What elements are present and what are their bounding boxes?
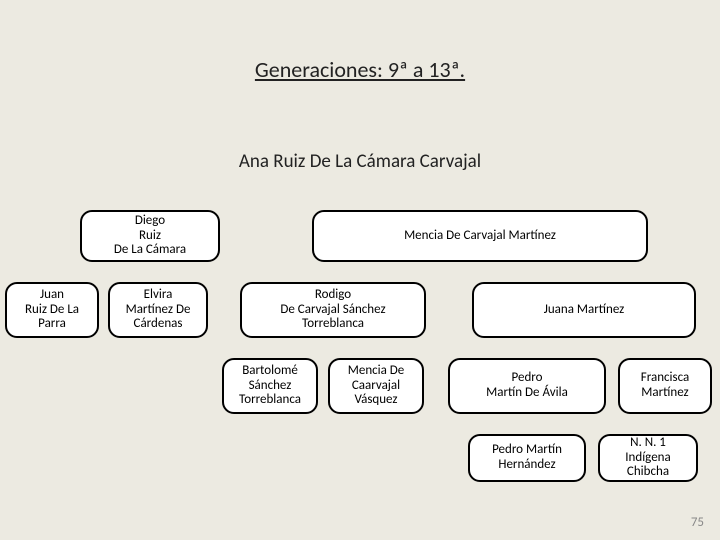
node-pedro1: PedroMartín De Ávila: [448, 358, 606, 414]
page-title: Generaciones: 9ª a 13ª.: [0, 56, 720, 83]
node-juana: Juana Martínez: [472, 282, 696, 338]
node-pedro2: Pedro MartínHernández: [468, 434, 586, 482]
node-francisca: FranciscaMartínez: [618, 358, 712, 414]
node-juan: JuanRuiz De LaParra: [5, 282, 99, 338]
node-mencia2: Mencia DeCaarvajalVásquez: [328, 358, 424, 414]
node-diego: DiegoRuizDe La Cámara: [80, 210, 220, 262]
page-number: 75: [691, 515, 704, 530]
node-nn1: N. N. 1IndígenaChibcha: [598, 434, 698, 482]
node-bartolome: BartoloméSánchezTorreblanca: [222, 358, 318, 414]
page-subtitle: Ana Ruiz De La Cámara Carvajal: [0, 150, 720, 173]
node-rodigo: RodigoDe Carvajal SánchezTorreblanca: [240, 282, 426, 338]
node-elvira: ElviraMartínez DeCárdenas: [108, 282, 208, 338]
node-mencia1: Mencia De Carvajal Martínez: [312, 210, 648, 262]
